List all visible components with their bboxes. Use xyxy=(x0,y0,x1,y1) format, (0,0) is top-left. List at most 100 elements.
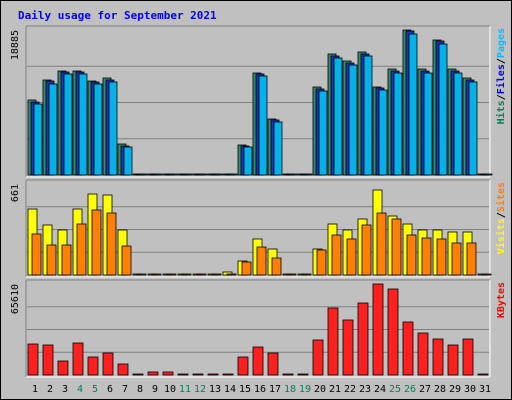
x-tick-label-day-13: 13 xyxy=(209,384,221,395)
bar-pages-day-6 xyxy=(108,81,118,176)
x-tick-label-day-10: 10 xyxy=(164,384,176,395)
bar-sites-day-19 xyxy=(301,273,312,276)
bars-middle xyxy=(27,189,492,276)
bar-sites-day-4 xyxy=(76,223,87,276)
bar-sites-day-25 xyxy=(391,218,402,276)
bar-sites-day-9 xyxy=(151,273,162,276)
bar-pages-day-15 xyxy=(243,146,253,176)
x-tick-label-day-21: 21 xyxy=(329,384,341,395)
chart-title: Daily usage for September 2021 xyxy=(18,9,217,22)
bar-pages-day-3 xyxy=(63,73,73,176)
bar-pages-day-25 xyxy=(393,72,403,176)
legend-bottom: KBytes xyxy=(496,282,507,318)
bar-kbytes-day-8 xyxy=(132,373,144,376)
bar-kbytes-day-4 xyxy=(72,342,84,376)
x-tick-label-day-27: 27 xyxy=(419,384,431,395)
legend-middle: Visits/Sites xyxy=(495,182,507,254)
legend-entry: Pages xyxy=(496,28,507,58)
x-tick-label-day-14: 14 xyxy=(224,384,236,395)
bar-pages-day-7 xyxy=(123,146,133,176)
x-tick-label-day-18: 18 xyxy=(284,384,296,395)
bar-sites-day-20 xyxy=(316,249,327,276)
panel-bottom: 65610 KBytes xyxy=(10,279,507,378)
bar-sites-day-6 xyxy=(106,212,117,276)
bar-kbytes-day-15 xyxy=(237,356,249,376)
x-tick-label-day-1: 1 xyxy=(32,384,38,395)
bar-sites-day-24 xyxy=(376,212,387,276)
x-tick-label-day-8: 8 xyxy=(137,384,143,395)
bar-pages-day-14 xyxy=(228,173,238,176)
x-tick-label-day-5: 5 xyxy=(92,384,98,395)
bar-pages-day-11 xyxy=(183,173,193,176)
bar-kbytes-day-1 xyxy=(27,343,39,376)
bar-sites-day-22 xyxy=(346,238,357,276)
x-tick-label-day-29: 29 xyxy=(449,384,461,395)
bar-kbytes-day-7 xyxy=(117,363,129,376)
bar-pages-day-20 xyxy=(318,90,328,176)
bar-kbytes-day-21 xyxy=(327,307,339,376)
bar-sites-day-11 xyxy=(181,273,192,276)
bar-sites-day-23 xyxy=(361,224,372,276)
bar-pages-day-12 xyxy=(198,173,208,176)
bar-pages-day-1 xyxy=(33,103,43,176)
bar-kbytes-day-29 xyxy=(447,344,459,376)
x-tick-label-day-6: 6 xyxy=(107,384,113,395)
bar-pages-day-22 xyxy=(348,64,358,176)
legend-entry: / xyxy=(496,212,507,218)
legend-entry: KBytes xyxy=(496,282,507,318)
bar-pages-day-2 xyxy=(48,83,58,176)
bar-sites-day-28 xyxy=(436,238,447,276)
bar-kbytes-day-19 xyxy=(297,373,309,376)
bar-pages-day-9 xyxy=(153,173,163,176)
bar-kbytes-day-16 xyxy=(252,346,264,376)
bar-sites-day-30 xyxy=(466,242,477,276)
bar-kbytes-day-6 xyxy=(102,352,114,376)
x-tick-label-day-11: 11 xyxy=(179,384,191,395)
bar-pages-day-16 xyxy=(258,75,268,176)
bar-pages-day-29 xyxy=(453,72,463,176)
bar-sites-day-8 xyxy=(136,273,147,276)
legend-entry: Hits xyxy=(495,100,507,124)
x-tick-label-day-24: 24 xyxy=(374,384,386,395)
bar-pages-day-17 xyxy=(273,121,283,176)
x-tick-label-day-31: 31 xyxy=(479,384,491,395)
bar-kbytes-day-22 xyxy=(342,319,354,376)
legend-entry: Visits xyxy=(495,218,507,254)
x-tick-label-day-12: 12 xyxy=(194,384,206,395)
bar-sites-day-1 xyxy=(31,233,42,276)
bar-kbytes-day-27 xyxy=(417,332,429,376)
x-tick-label-day-26: 26 xyxy=(404,384,416,395)
x-tick-label-day-16: 16 xyxy=(254,384,266,395)
y-max-label-top: 18885 xyxy=(10,30,21,60)
bar-pages-day-23 xyxy=(363,55,373,176)
legend-entry: Sites xyxy=(495,182,507,212)
x-tick-label-day-30: 30 xyxy=(464,384,476,395)
bar-kbytes-day-10 xyxy=(162,371,174,376)
bar-sites-day-7 xyxy=(121,245,132,276)
bar-pages-day-5 xyxy=(93,83,103,176)
bars-top xyxy=(27,29,493,176)
bar-sites-day-3 xyxy=(61,244,72,276)
bar-pages-day-28 xyxy=(438,43,448,176)
bar-sites-day-26 xyxy=(406,234,417,276)
bar-sites-day-2 xyxy=(46,244,57,276)
bar-sites-day-14 xyxy=(226,273,237,276)
bar-pages-day-31 xyxy=(483,173,493,176)
x-tick-label-day-7: 7 xyxy=(122,384,128,395)
y-max-label-bottom: 65610 xyxy=(10,284,21,314)
bar-kbytes-day-31 xyxy=(477,373,489,376)
x-tick-label-day-28: 28 xyxy=(434,384,446,395)
panel-middle: 661 Visits/Sites xyxy=(10,179,507,278)
x-tick-label-day-9: 9 xyxy=(152,384,158,395)
bar-sites-day-12 xyxy=(196,273,207,276)
x-tick-label-day-20: 20 xyxy=(314,384,326,395)
bar-kbytes-day-12 xyxy=(192,373,204,376)
bar-sites-day-27 xyxy=(421,237,432,276)
bar-sites-day-10 xyxy=(166,273,177,276)
bar-sites-day-21 xyxy=(331,234,342,276)
bar-sites-day-31 xyxy=(481,273,492,276)
bar-kbytes-day-25 xyxy=(387,288,399,376)
bar-pages-day-4 xyxy=(78,73,88,176)
